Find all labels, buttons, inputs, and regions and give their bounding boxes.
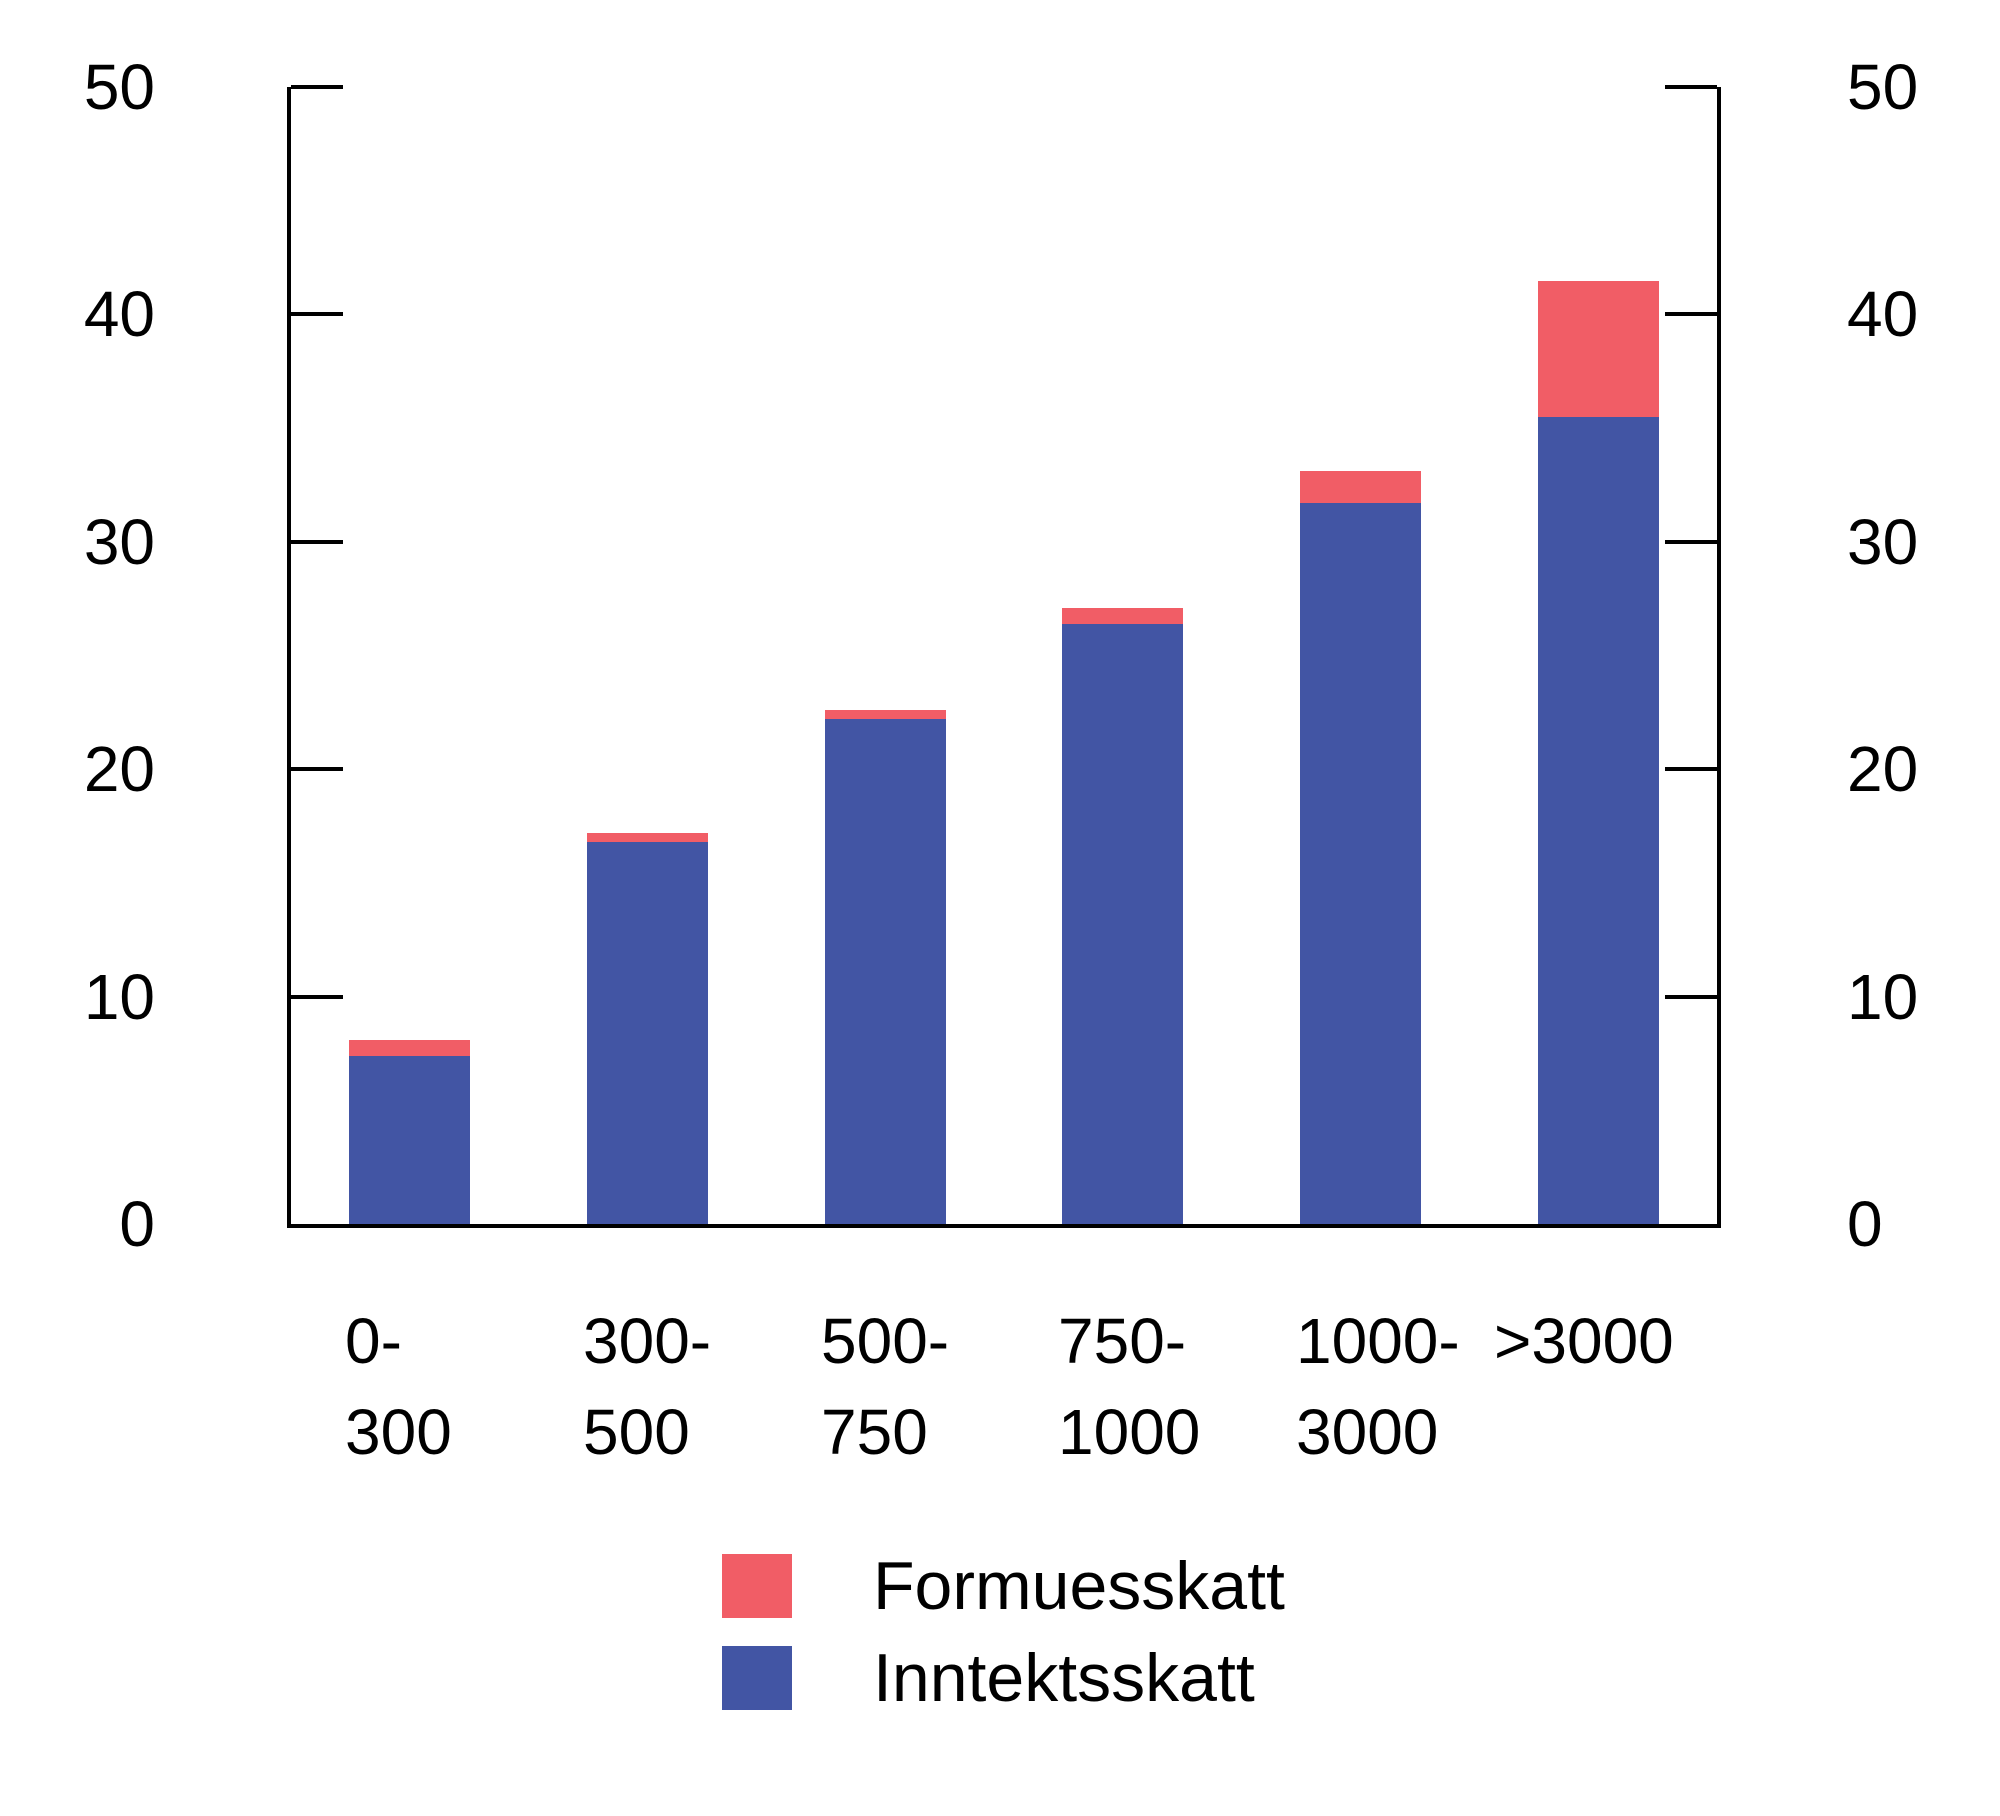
x-axis-category-line: 750- <box>1058 1305 1187 1377</box>
bar-segment-formuesskatt <box>1300 471 1421 503</box>
legend-item-inntektsskatt: Inntektsskatt <box>722 1644 1285 1712</box>
y-axis-label-right: 30 <box>1847 506 1919 578</box>
x-axis-category-line: 300 <box>345 1395 452 1468</box>
y-axis-label-left: 40 <box>83 278 155 350</box>
legend-item-formuesskatt: Formuesskatt <box>722 1552 1285 1620</box>
bar-segment-inntektsskatt <box>1538 417 1659 1224</box>
legend-swatch-inntektsskatt <box>722 1646 792 1710</box>
x-axis-category-line: 3000 <box>1296 1395 1439 1468</box>
plot-area <box>287 85 1721 1228</box>
y-axis-label-right: 20 <box>1847 733 1919 805</box>
x-axis-category-line: 500 <box>583 1395 690 1468</box>
legend-swatch-formuesskatt <box>722 1554 792 1618</box>
legend-label-formuesskatt: Formuesskatt <box>873 1548 1285 1624</box>
x-axis-category-label: 0- 300 <box>345 1296 452 1478</box>
bar-segment-formuesskatt <box>349 1040 470 1056</box>
y-axis-label-left: 50 <box>83 51 155 123</box>
bar-segment-inntektsskatt <box>825 719 946 1224</box>
y-axis-tick-right <box>1665 767 1717 771</box>
x-axis-category-line: 1000- <box>1296 1305 1460 1377</box>
x-axis-category-line: 300- <box>583 1305 712 1377</box>
y-axis-tick-left <box>291 995 343 999</box>
x-axis-category-line: 0- <box>345 1305 402 1377</box>
bar-segment-inntektsskatt <box>349 1056 470 1224</box>
x-axis-category-line: >3000 <box>1494 1305 1674 1377</box>
y-axis-label-left: 0 <box>119 1188 155 1260</box>
y-axis-label-left: 20 <box>83 733 155 805</box>
legend-label-inntektsskatt: Inntektsskatt <box>873 1640 1255 1716</box>
y-axis-tick-left <box>291 85 343 89</box>
y-axis-tick-right <box>1665 312 1717 316</box>
x-axis-category-line: 500- <box>821 1305 950 1377</box>
bar-segment-formuesskatt <box>825 710 946 719</box>
x-axis-category-label: 1000- 3000 <box>1296 1296 1460 1478</box>
x-axis-category-label: 500- 750 <box>821 1296 949 1478</box>
x-axis-category-label: >3000 <box>1494 1296 1674 1387</box>
legend: Formuesskatt Inntektsskatt <box>722 1552 1285 1736</box>
y-axis-label-left: 30 <box>83 506 155 578</box>
bar-segment-inntektsskatt <box>1300 503 1421 1224</box>
y-axis-label-right: 0 <box>1847 1188 1883 1260</box>
x-axis-category-line: 1000 <box>1058 1395 1201 1468</box>
bar-segment-inntektsskatt <box>1062 624 1183 1224</box>
x-axis-category-line: 750 <box>821 1395 928 1468</box>
y-axis-tick-right <box>1665 85 1717 89</box>
bar-segment-formuesskatt <box>1062 608 1183 624</box>
y-axis-label-right: 10 <box>1847 961 1919 1033</box>
y-axis-label-right: 50 <box>1847 51 1919 123</box>
y-axis-tick-right <box>1665 540 1717 544</box>
bar-segment-formuesskatt <box>1538 281 1659 417</box>
x-axis-category-label: 750- 1000 <box>1058 1296 1200 1478</box>
y-axis-tick-left <box>291 767 343 771</box>
y-axis-tick-right <box>1665 995 1717 999</box>
x-axis-category-label: 300- 500 <box>583 1296 711 1478</box>
bar-segment-formuesskatt <box>587 833 708 842</box>
y-axis-label-left: 10 <box>83 961 155 1033</box>
y-axis-label-right: 40 <box>1847 278 1919 350</box>
y-axis-tick-left <box>291 540 343 544</box>
bar-segment-inntektsskatt <box>587 842 708 1224</box>
y-axis-tick-left <box>291 312 343 316</box>
